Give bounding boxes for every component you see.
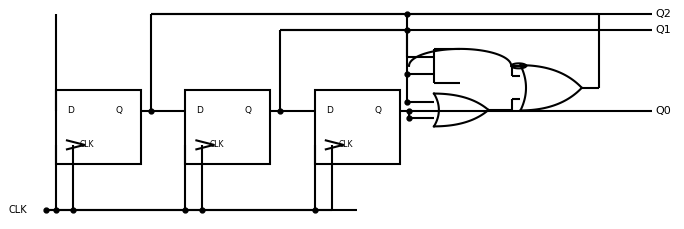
- Text: Q: Q: [245, 106, 252, 115]
- Text: D: D: [196, 106, 203, 115]
- Text: Q: Q: [374, 106, 382, 115]
- Text: Q: Q: [116, 106, 122, 115]
- Text: CLK: CLK: [339, 140, 353, 149]
- Text: Q0: Q0: [655, 106, 671, 115]
- Text: Q1: Q1: [655, 25, 671, 35]
- Text: D: D: [67, 106, 74, 115]
- Text: CLK: CLK: [8, 204, 27, 215]
- Bar: [56, 90, 141, 164]
- Bar: [185, 90, 270, 164]
- Text: CLK: CLK: [209, 140, 224, 149]
- Bar: [315, 90, 400, 164]
- Text: D: D: [326, 106, 332, 115]
- Text: CLK: CLK: [80, 140, 94, 149]
- Text: Q2: Q2: [655, 9, 671, 19]
